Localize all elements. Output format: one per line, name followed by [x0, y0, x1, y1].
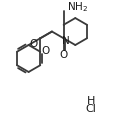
Text: O: O	[60, 50, 68, 60]
Text: O: O	[41, 46, 49, 56]
Text: N: N	[62, 36, 69, 46]
Text: Cl: Cl	[86, 104, 97, 114]
Text: NH$_2$: NH$_2$	[66, 1, 88, 14]
Text: H: H	[87, 96, 95, 106]
Text: O: O	[29, 39, 38, 49]
